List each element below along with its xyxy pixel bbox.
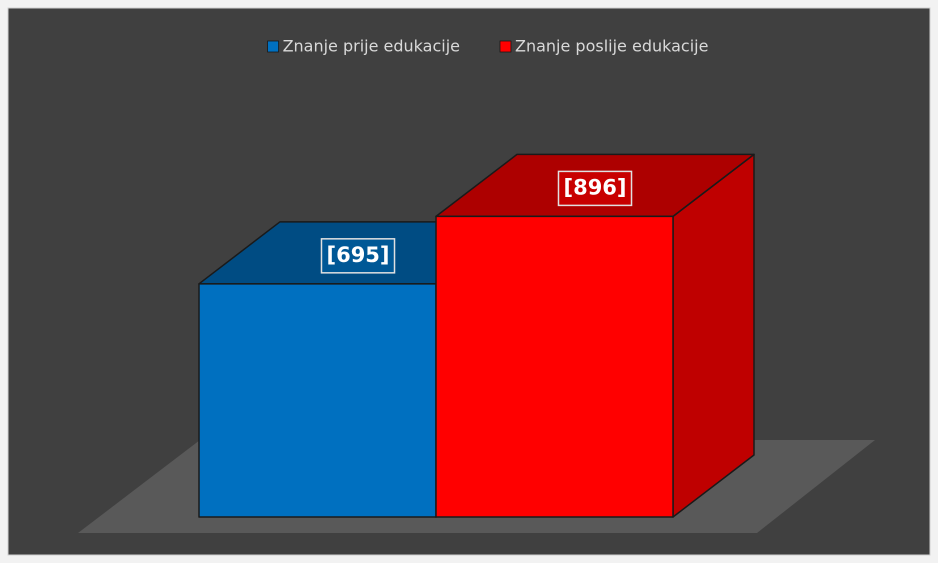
legend-label: Znanje prije edukacije	[283, 37, 460, 56]
data-label-box	[557, 170, 633, 207]
data-label: [896]	[563, 175, 626, 199]
legend-swatch	[499, 40, 512, 53]
bar	[435, 215, 674, 518]
bar-3d	[435, 153, 755, 518]
legend-label: Znanje poslije edukacije	[515, 37, 708, 56]
bar-side	[672, 153, 755, 518]
bar	[198, 283, 437, 518]
legend: Znanje prije edukacije Znanje poslije edu…	[267, 37, 708, 56]
data-labels: [695] [896]	[320, 170, 633, 274]
data-label: [695]	[326, 243, 389, 267]
legend-swatch	[267, 40, 279, 53]
bars	[198, 153, 755, 518]
data-label-box	[320, 238, 396, 274]
